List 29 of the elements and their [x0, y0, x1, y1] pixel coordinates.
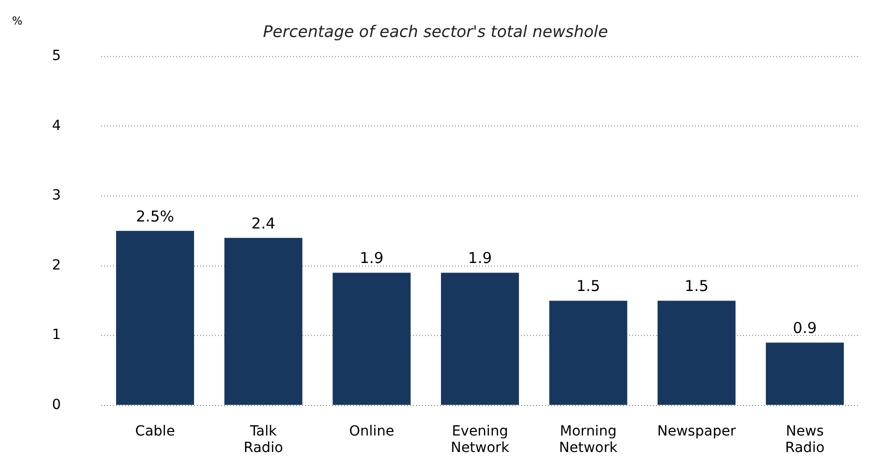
- data-label: 0.9: [792, 318, 817, 337]
- y-tick-label: 0: [52, 397, 61, 414]
- bar: [549, 300, 628, 405]
- chart-title: Percentage of each sector's total newshole: [263, 22, 608, 41]
- bar: [440, 272, 519, 405]
- bar: [658, 300, 736, 405]
- data-label: 1.9: [468, 249, 492, 268]
- bar: [766, 342, 844, 405]
- data-label: 1.9: [360, 249, 384, 268]
- y-tick-label: 4: [52, 118, 61, 134]
- x-tick-label: Evening Network: [450, 423, 510, 456]
- data-label: 1.5: [576, 277, 600, 296]
- data-label: 2.4: [251, 214, 276, 232]
- y-tick-label: 3: [52, 188, 61, 204]
- y-tick-label: 5: [52, 48, 61, 64]
- x-tick-label: Cable: [135, 423, 175, 440]
- x-tick-label: News Radio: [785, 423, 825, 456]
- bar: [332, 272, 411, 405]
- x-tick-label: Talk Radio: [244, 423, 284, 456]
- y-axis-title: %: [12, 14, 22, 28]
- x-tick-label: Online: [349, 423, 394, 440]
- y-tick-label: 2: [52, 257, 61, 274]
- bar: [116, 230, 194, 405]
- x-tick-label: Newspaper: [657, 423, 736, 440]
- x-tick-label: Morning Network: [559, 423, 618, 456]
- bar: [224, 238, 302, 405]
- data-label: 2.5%: [136, 207, 174, 226]
- data-label: 1.5: [684, 277, 708, 296]
- y-tick-label: 1: [52, 327, 61, 344]
